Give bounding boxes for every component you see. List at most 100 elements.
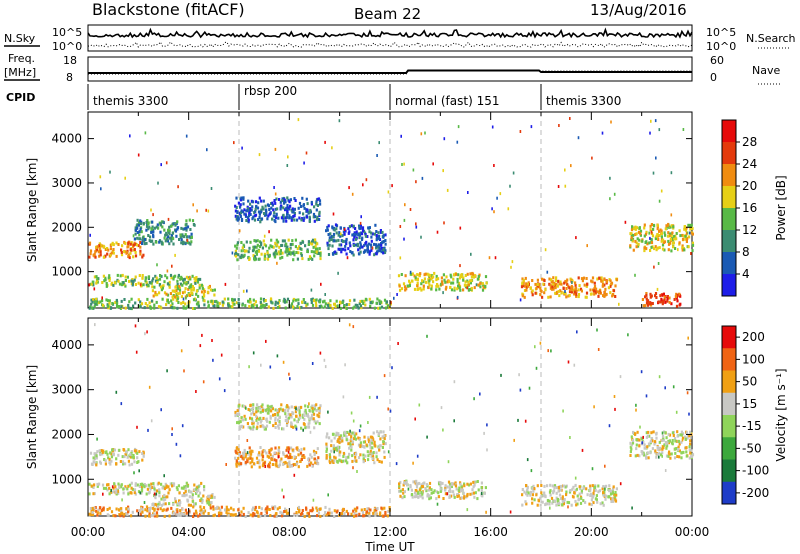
data-cell xyxy=(499,192,502,196)
data-cell xyxy=(420,490,423,494)
data-cell xyxy=(164,497,167,501)
data-cell xyxy=(524,419,527,423)
data-cell xyxy=(357,443,361,447)
data-cell xyxy=(252,425,255,429)
data-cell xyxy=(88,306,91,310)
data-cell xyxy=(285,247,288,251)
data-cell xyxy=(302,203,305,207)
data-cell xyxy=(92,486,95,489)
data-cell xyxy=(266,217,269,221)
data-cell xyxy=(469,279,472,283)
data-cell xyxy=(200,481,203,485)
data-cell xyxy=(249,513,252,517)
data-cell xyxy=(240,462,243,466)
data-cell xyxy=(349,244,352,248)
data-cell xyxy=(166,269,169,273)
data-cell xyxy=(519,388,522,392)
data-cell xyxy=(549,489,552,493)
data-cell xyxy=(165,231,168,235)
data-cell xyxy=(303,423,306,426)
data-cell xyxy=(282,206,285,210)
data-cell xyxy=(405,480,408,484)
data-cell xyxy=(315,298,318,302)
data-cell xyxy=(273,507,276,511)
data-cell xyxy=(439,487,442,491)
data-cell xyxy=(255,406,258,410)
data-cell xyxy=(652,430,655,434)
data-cell xyxy=(234,214,237,218)
data-cell xyxy=(195,289,198,293)
data-cell xyxy=(309,453,312,457)
data-cell xyxy=(156,293,159,297)
data-cell xyxy=(242,506,245,510)
data-cell xyxy=(303,417,306,421)
data-cell xyxy=(389,409,392,413)
data-cell xyxy=(524,284,527,288)
data-cell xyxy=(156,281,159,284)
data-cell xyxy=(231,305,234,309)
data-cell xyxy=(666,444,669,448)
data-cell xyxy=(106,513,109,517)
data-cell xyxy=(186,499,190,503)
data-cell xyxy=(424,131,426,135)
data-cell xyxy=(408,281,412,285)
data-cell xyxy=(686,436,689,440)
data-cell xyxy=(369,304,372,308)
data-cell xyxy=(136,236,139,240)
data-cell xyxy=(645,446,648,449)
data-cell xyxy=(250,412,253,416)
data-cell xyxy=(299,205,303,208)
data-cell xyxy=(265,339,267,343)
data-cell xyxy=(298,510,301,514)
data-cell xyxy=(367,454,370,458)
data-cell xyxy=(454,272,458,276)
data-cell xyxy=(267,305,270,309)
data-cell xyxy=(135,449,138,453)
data-cell xyxy=(123,298,126,301)
data-cell xyxy=(597,490,600,494)
data-cell xyxy=(488,256,491,260)
data-cell xyxy=(411,495,414,499)
data-cell xyxy=(353,514,356,518)
data-cell xyxy=(458,286,461,290)
data-cell xyxy=(109,170,111,174)
data-cell xyxy=(649,451,652,455)
data-cell xyxy=(596,500,599,504)
data-cell xyxy=(399,489,402,493)
data-cell xyxy=(335,448,338,452)
data-cell xyxy=(310,288,313,292)
data-cell xyxy=(404,274,407,278)
data-cell xyxy=(513,438,515,442)
data-cell xyxy=(292,412,295,416)
data-cell xyxy=(306,464,309,468)
data-cell xyxy=(133,278,136,282)
data-cell xyxy=(104,248,107,251)
data-cell xyxy=(295,407,297,411)
data-cell xyxy=(271,463,274,466)
data-cell xyxy=(185,511,188,515)
data-cell xyxy=(352,238,355,242)
data-cell xyxy=(117,243,120,246)
data-cell xyxy=(602,491,605,495)
data-cell xyxy=(145,280,148,284)
data-cell xyxy=(171,231,174,235)
data-cell xyxy=(111,448,114,452)
data-cell xyxy=(597,348,600,351)
data-cell xyxy=(342,451,345,455)
data-cell xyxy=(247,425,250,429)
data-cell xyxy=(564,184,567,188)
data-cell xyxy=(465,284,468,288)
data-cell xyxy=(197,494,200,498)
data-cell xyxy=(307,458,310,461)
data-cell xyxy=(124,242,127,245)
data-cell xyxy=(143,501,146,504)
data-cell xyxy=(217,511,221,515)
data-cell xyxy=(373,306,376,310)
data-cell xyxy=(144,514,147,518)
data-cell xyxy=(440,282,443,286)
data-cell xyxy=(285,424,289,427)
data-cell xyxy=(188,294,192,297)
data-cell xyxy=(369,441,372,445)
data-cell xyxy=(629,445,632,449)
data-cell xyxy=(202,511,205,515)
